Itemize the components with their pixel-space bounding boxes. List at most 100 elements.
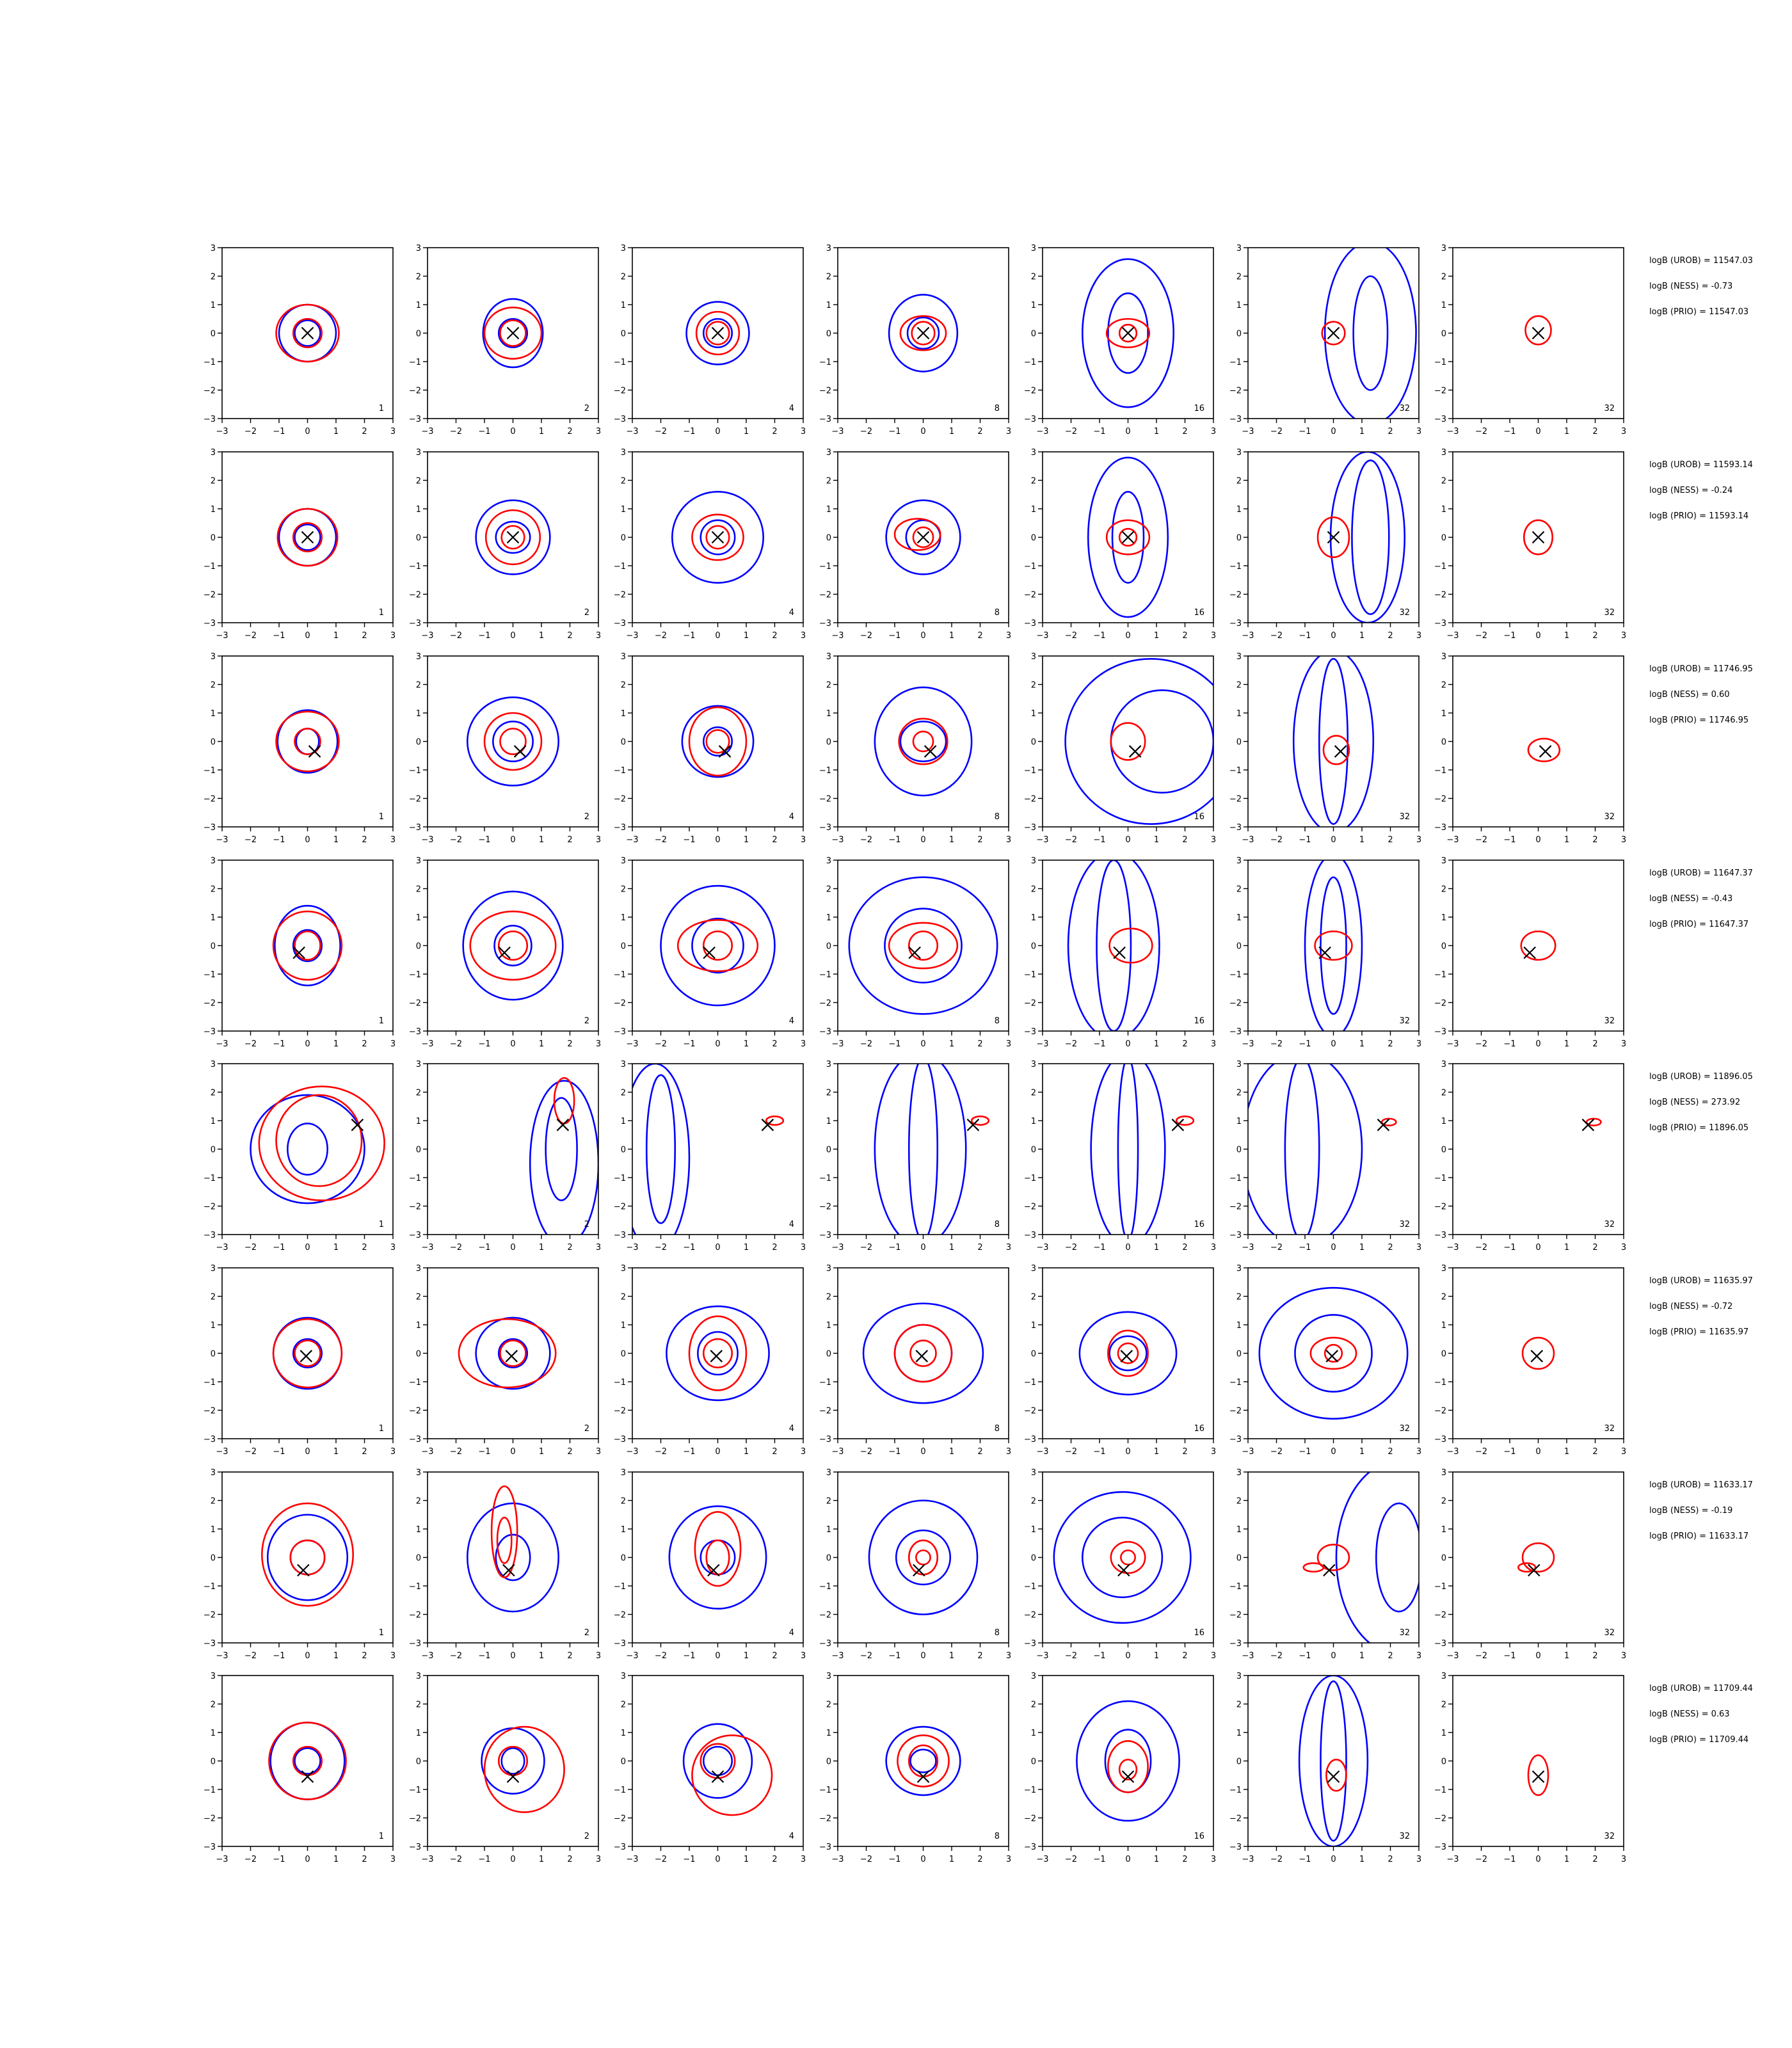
panel-frame (632, 1063, 804, 1235)
y-tick-label: 1 (211, 1321, 216, 1331)
logb-annotation: logB (NESS) = 273.92 (1649, 1098, 1740, 1107)
y-tick-label: 1 (621, 913, 626, 923)
red-contour (268, 1722, 347, 1800)
x-tick-label: −2 (655, 1651, 667, 1661)
x-tick-label: −3 (216, 1039, 228, 1049)
y-tick-label: −3 (204, 1231, 216, 1240)
blue-contour (497, 317, 529, 349)
panel: −3−3 −2 −2 −1 −1 0 0 1 1 2 2 3 3 4 (614, 856, 806, 1049)
y-tick-label: −1 (409, 562, 421, 572)
y-tick-label: −1 (409, 766, 421, 776)
panel-frame (1247, 1063, 1420, 1235)
panel: −3−3 −2 −2 −1 −1 0 0 1 1 2 2 3 3 32 (1434, 1264, 1626, 1457)
panel-frame (221, 1267, 394, 1439)
panel: −3−3 −2 −2 −1 −1 0 0 1 1 2 2 3 3 32 (1434, 652, 1626, 845)
x-tick-label: −3 (1446, 1855, 1459, 1864)
y-tick-label: −2 (1434, 591, 1446, 600)
y-tick-label: −3 (1024, 823, 1036, 833)
y-tick-label: 1 (826, 1525, 831, 1535)
x-tick-label: 1 (539, 1039, 544, 1049)
blue-contour (1324, 248, 1417, 419)
x-tick-label: −3 (626, 427, 638, 436)
y-tick-label: 0 (211, 1350, 216, 1359)
blue-contour (292, 1338, 323, 1369)
y-tick-label: −1 (204, 1786, 216, 1795)
panel-index-label: 32 (1604, 1424, 1615, 1434)
blue-contour (466, 696, 559, 787)
x-tick-label: 1 (1564, 1243, 1569, 1252)
y-tick-label: 1 (621, 1525, 626, 1535)
y-tick-label: 1 (1441, 1321, 1446, 1331)
x-tick-label: 1 (949, 1039, 954, 1049)
y-tick-label: 1 (1031, 709, 1036, 719)
blue-contour (868, 1500, 979, 1615)
panel-frame (837, 1063, 1009, 1235)
y-tick-label: 0 (1236, 1554, 1242, 1564)
panel: −3−3 −2 −2 −1 −1 0 0 1 1 2 2 3 3 16 (1024, 856, 1216, 1049)
y-tick-label: −1 (1024, 970, 1036, 980)
x-tick-label: 2 (772, 1855, 777, 1864)
panel: −3−3 −2 −2 −1 −1 0 0 1 1 2 2 3 3 32 (1434, 244, 1626, 436)
panel: −3−3 −2 −2 −1 −1 0 0 1 1 2 2 3 3 8 (819, 1060, 1011, 1252)
x-tick-label: 0 (920, 631, 925, 641)
y-tick-label: −1 (204, 358, 216, 367)
x-tick-label: −1 (1503, 427, 1516, 436)
panel: −3−3 −2 −2 −1 −1 0 0 1 1 2 2 3 3 1 (204, 856, 396, 1049)
x-tick-label: −2 (860, 1243, 872, 1252)
y-tick-label: −3 (1434, 415, 1446, 424)
x-tick-label: 1 (1564, 835, 1569, 845)
blue-contour (862, 1302, 984, 1404)
blue-contour (666, 1305, 770, 1402)
x-tick-label: 1 (333, 1447, 339, 1457)
red-contour (1521, 1336, 1555, 1370)
x-tick-label: −2 (1270, 1039, 1283, 1049)
x-tick-label: −1 (683, 1651, 695, 1661)
y-tick-label: 0 (1236, 1146, 1242, 1155)
y-tick-label: 0 (1031, 1350, 1036, 1359)
x-tick-label: −1 (478, 427, 490, 436)
cross-marker (915, 1350, 929, 1363)
cross-marker (1377, 1118, 1390, 1132)
x-tick-label: 2 (362, 1039, 367, 1049)
red-contour (888, 922, 959, 970)
x-tick-label: 1 (1359, 427, 1364, 436)
y-tick-label: 0 (826, 534, 831, 543)
panel-frame (1042, 655, 1214, 828)
panel-index-label: 8 (995, 1832, 1000, 1841)
logb-annotation: logB (NESS) = -0.73 (1649, 282, 1732, 291)
y-tick-label: 2 (621, 885, 626, 895)
y-tick-label: −1 (614, 766, 626, 776)
blue-contour (292, 929, 323, 963)
x-tick-label: 2 (1592, 1651, 1597, 1661)
red-contour (292, 522, 323, 553)
panel-frame (1042, 1471, 1214, 1644)
y-tick-label: −3 (409, 1639, 421, 1649)
y-tick-label: 2 (211, 477, 216, 486)
x-tick-label: −2 (1065, 835, 1077, 845)
cross-marker (506, 531, 520, 544)
y-tick-label: −1 (1024, 1786, 1036, 1795)
plot-area (1298, 1676, 1369, 1846)
blue-contour (668, 1505, 767, 1610)
x-tick-label: −3 (216, 1855, 228, 1864)
blue-contour (645, 1074, 676, 1224)
cross-marker (300, 1350, 313, 1363)
y-tick-label: −1 (819, 970, 831, 980)
y-tick-label: −2 (204, 1814, 216, 1824)
x-tick-label: 1 (539, 427, 544, 436)
y-tick-label: 3 (826, 1060, 831, 1069)
blue-contour (1110, 689, 1213, 794)
plot-area (888, 294, 959, 372)
y-tick-label: 0 (621, 330, 626, 339)
panel-index-label: 16 (1194, 1832, 1204, 1841)
y-tick-label: −3 (1024, 415, 1036, 424)
plot-area (1302, 1472, 1419, 1643)
x-tick-label: 1 (333, 1039, 339, 1049)
x-tick-label: 3 (1006, 427, 1011, 436)
y-tick-label: 3 (826, 244, 831, 253)
panel-frame (837, 655, 1009, 828)
y-tick-label: −3 (1024, 1639, 1036, 1649)
blue-contour (1087, 456, 1169, 618)
y-tick-label: 0 (416, 1757, 421, 1767)
